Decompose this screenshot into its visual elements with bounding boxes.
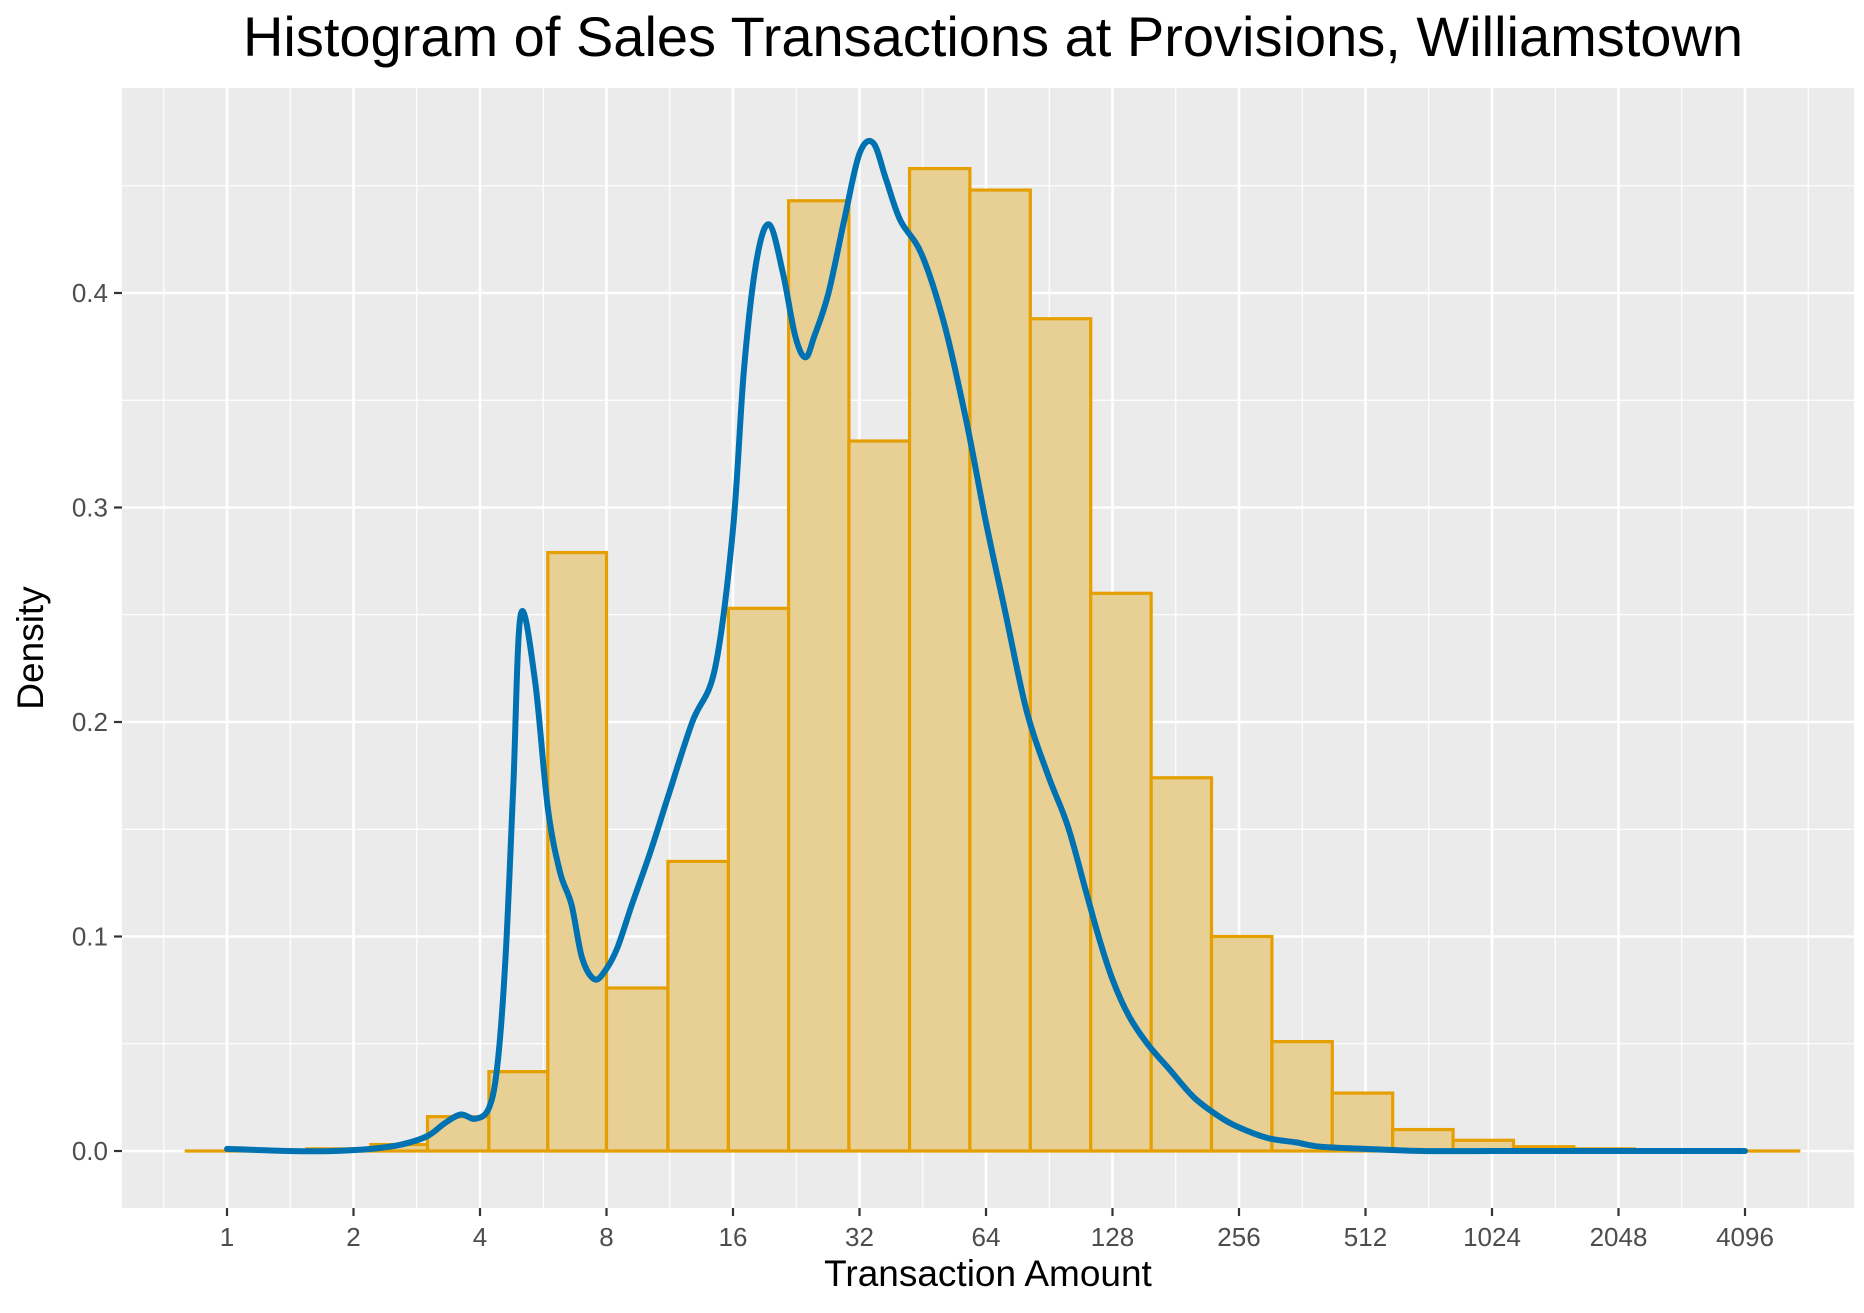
histogram-bar (1149, 776, 1214, 1153)
histogram-bars (184, 166, 1801, 1153)
x-tick-label: 2 (346, 1222, 360, 1252)
y-tick-label: 0.0 (72, 1136, 108, 1166)
density-curve (224, 138, 1748, 1155)
histogram-bar (1028, 317, 1093, 1153)
x-tick-label: 1 (220, 1222, 234, 1252)
x-tick-label: 32 (845, 1222, 874, 1252)
y-axis-ticks: 0.0 0.1 0.2 0.3 0.4 (72, 278, 122, 1166)
histogram-bar (726, 606, 791, 1153)
histogram-bar (907, 166, 972, 1153)
y-tick-label: 0.1 (72, 922, 108, 952)
x-tick-label: 256 (1217, 1222, 1260, 1252)
histogram-bar (847, 439, 912, 1153)
x-tick-label: 512 (1344, 1222, 1387, 1252)
histogram-bar (546, 550, 609, 1153)
x-tick-label: 4 (473, 1222, 487, 1252)
y-axis-title: Density (10, 586, 51, 710)
y-tick-label: 0.2 (72, 707, 108, 737)
histogram-bar (487, 1070, 550, 1153)
histogram-bar (1330, 1091, 1395, 1153)
x-tick-label: 16 (719, 1222, 748, 1252)
x-tick-label: 2048 (1590, 1222, 1648, 1252)
histogram-bar (604, 986, 670, 1153)
histogram-bar (968, 188, 1032, 1153)
y-tick-label: 0.4 (72, 278, 108, 308)
x-tick-label: 4096 (1716, 1222, 1774, 1252)
y-tick-label: 0.3 (72, 493, 108, 523)
histogram-bar (1089, 591, 1153, 1153)
x-tick-label: 64 (972, 1222, 1001, 1252)
x-tick-label: 128 (1091, 1222, 1134, 1252)
chart-title: Histogram of Sales Transactions at Provi… (243, 5, 1743, 68)
x-axis-title: Transaction Amount (824, 1253, 1152, 1294)
histogram-bar (1270, 1040, 1334, 1153)
histogram-bar (425, 1115, 491, 1153)
x-tick-label: 8 (599, 1222, 613, 1252)
x-axis-ticks: 1 2 4 8 16 32 64 128 256 512 1024 2048 4096 (220, 1208, 1774, 1252)
x-tick-label: 1024 (1463, 1222, 1521, 1252)
histogram-bar (666, 859, 730, 1153)
histogram-bar (787, 199, 851, 1153)
minor-x-gridlines (163, 88, 1809, 1208)
